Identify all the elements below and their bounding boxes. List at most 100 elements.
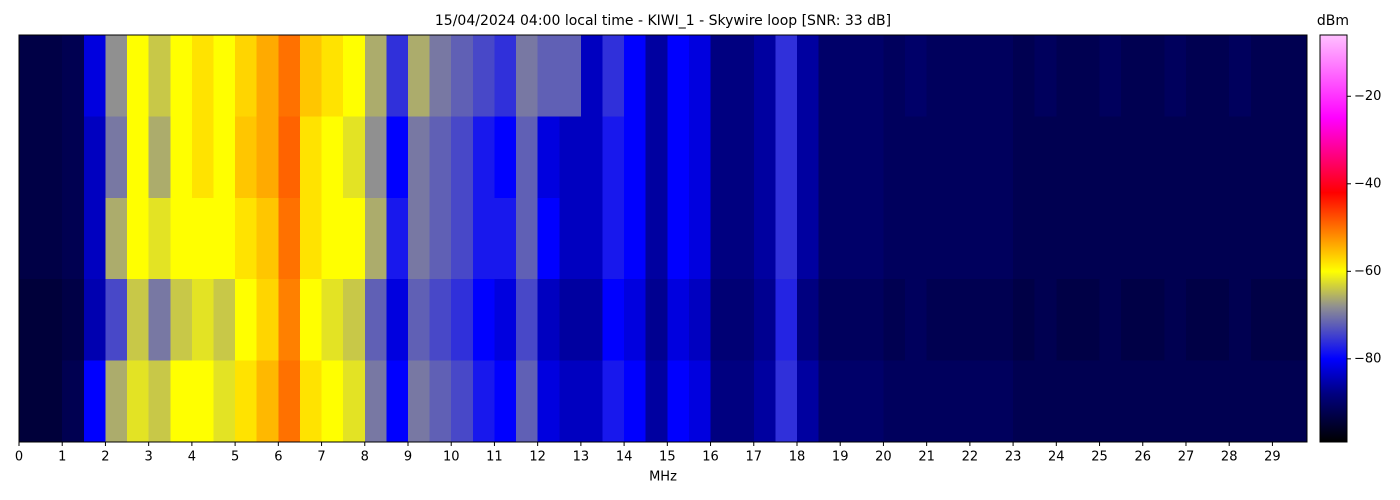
- cell: [1250, 197, 1273, 280]
- cell: [1272, 35, 1295, 117]
- cell: [710, 197, 733, 280]
- cell: [1229, 197, 1252, 280]
- cell: [127, 197, 150, 280]
- cell: [1013, 360, 1036, 443]
- cell: [818, 35, 841, 117]
- cell: [429, 360, 452, 443]
- cell: [19, 35, 42, 117]
- x-tick-label: 25: [1091, 450, 1108, 465]
- cell: [364, 35, 387, 117]
- cell: [1207, 197, 1230, 280]
- cell: [602, 116, 625, 199]
- cell: [472, 197, 495, 280]
- cell: [321, 360, 344, 443]
- cell: [494, 35, 517, 117]
- colorbar-tick-label: −40: [1354, 176, 1381, 191]
- cell: [343, 197, 366, 280]
- cell: [667, 197, 690, 280]
- cell: [235, 197, 258, 280]
- x-tick-label: 18: [789, 450, 806, 465]
- cell: [83, 279, 106, 362]
- x-tick-label: 1: [58, 450, 66, 465]
- cell: [127, 360, 150, 443]
- cell: [559, 360, 582, 443]
- cell: [343, 360, 366, 443]
- cell: [840, 279, 863, 362]
- cell: [1077, 279, 1101, 362]
- cell: [926, 35, 949, 117]
- cell: [991, 360, 1014, 443]
- cell: [213, 279, 236, 362]
- cell: [537, 360, 560, 443]
- cell: [407, 35, 431, 117]
- cell: [1207, 116, 1230, 199]
- cell: [688, 279, 712, 362]
- cell: [580, 35, 603, 117]
- cell: [883, 35, 906, 117]
- cell: [235, 116, 258, 199]
- cell: [796, 360, 820, 443]
- cell: [1056, 279, 1079, 362]
- cell: [191, 279, 214, 362]
- cell: [516, 116, 539, 199]
- cell: [83, 197, 106, 280]
- cell: [1294, 279, 1308, 362]
- x-tick-label: 0: [15, 450, 23, 465]
- cell: [883, 360, 906, 443]
- cell: [1121, 279, 1144, 362]
- cell: [105, 197, 128, 280]
- cell: [948, 197, 971, 280]
- cell: [278, 279, 301, 362]
- cell: [948, 279, 971, 362]
- cell: [602, 197, 625, 280]
- cell: [537, 279, 560, 362]
- cell: [645, 360, 668, 443]
- cell: [624, 35, 647, 117]
- cell: [1121, 116, 1144, 199]
- cell: [1164, 360, 1187, 443]
- cell: [969, 35, 992, 117]
- cell: [1185, 197, 1209, 280]
- cell: [667, 360, 690, 443]
- cell: [1034, 279, 1057, 362]
- cell: [753, 279, 776, 362]
- cell: [537, 35, 560, 117]
- cell: [710, 360, 733, 443]
- x-tick-label: 12: [529, 450, 546, 465]
- cell: [321, 116, 344, 199]
- cell: [840, 116, 863, 199]
- cell: [559, 116, 582, 199]
- x-tick-label: 3: [145, 450, 153, 465]
- cell: [278, 116, 301, 199]
- cell: [407, 197, 431, 280]
- cell: [1013, 116, 1036, 199]
- cell: [753, 360, 776, 443]
- cell: [127, 116, 150, 199]
- cell: [148, 35, 171, 117]
- cell: [580, 279, 603, 362]
- cell: [213, 197, 236, 280]
- cell: [494, 360, 517, 443]
- cell: [278, 360, 301, 443]
- cell: [1121, 35, 1144, 117]
- cell: [1272, 116, 1295, 199]
- cell: [645, 35, 668, 117]
- colorbar-tick-label: −20: [1354, 89, 1381, 104]
- cell: [1099, 197, 1122, 280]
- cell: [429, 279, 452, 362]
- colorbar: [1319, 34, 1348, 443]
- cell: [429, 35, 452, 117]
- cell: [753, 35, 776, 117]
- cell: [840, 197, 863, 280]
- cell: [1294, 197, 1308, 280]
- cell: [861, 116, 884, 199]
- x-tick-label: 5: [231, 450, 239, 465]
- cell: [1034, 35, 1057, 117]
- cell: [235, 35, 258, 117]
- cell: [83, 116, 106, 199]
- cell: [170, 116, 193, 199]
- cell: [40, 35, 63, 117]
- cell: [364, 279, 387, 362]
- cell: [667, 279, 690, 362]
- cell: [451, 197, 474, 280]
